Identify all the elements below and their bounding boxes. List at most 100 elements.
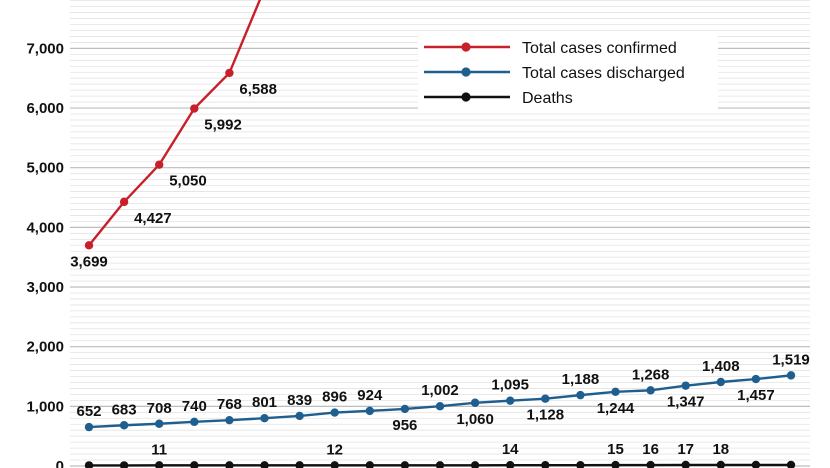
data-point-total-cases-discharged [576,390,585,400]
data-point-total-cases-discharged [190,417,199,427]
data-point-total-cases-discharged [119,421,129,430]
data-label-total-cases-discharged: 1,060 [456,411,494,428]
y-tick-label: 6,000 [26,100,64,117]
data-point-total-cases-discharged [470,398,480,407]
data-point-total-cases-discharged [751,374,761,384]
data-label-deaths: 17 [677,441,694,458]
data-point-total-cases-confirmed [225,68,234,78]
data-point-total-cases-discharged [155,419,164,428]
data-point-deaths [330,461,339,468]
data-label-total-cases-discharged: 652 [76,403,101,420]
data-label-total-cases-confirmed: 4,427 [134,210,172,227]
y-tick-label: 3,000 [26,279,64,296]
data-label-total-cases-discharged: 839 [287,392,312,409]
data-point-deaths [470,461,480,468]
data-label-total-cases-discharged: 896 [322,389,347,406]
data-point-deaths [646,460,655,468]
data-point-deaths [611,460,620,468]
data-label-total-cases-confirmed: 6,588 [239,81,277,98]
data-label-total-cases-discharged: 1,128 [527,407,565,424]
y-tick-label: 7,000 [26,40,64,57]
y-tick-label: 2,000 [26,339,64,356]
data-label-total-cases-discharged: 1,268 [632,366,670,383]
data-point-deaths [576,460,585,468]
data-point-deaths [400,461,410,468]
legend-entry-label: Deaths [522,90,573,107]
data-label-total-cases-confirmed: 5,992 [204,117,242,134]
y-tick-label: 5,000 [26,160,64,177]
data-point-deaths [716,460,725,468]
data-point-total-cases-confirmed [84,241,94,250]
data-labels: 3,699 4,427 5,050 5,992 6,588 652 683 708 740 768… [70,81,810,458]
data-label-total-cases-discharged: 1,519 [772,351,810,368]
data-label-total-cases-discharged: 708 [147,400,172,417]
data-point-deaths [260,461,269,468]
legend-swatch-marker [461,92,471,102]
data-label-total-cases-discharged: 956 [392,417,417,434]
data-point-total-cases-discharged [225,415,234,425]
data-point-deaths [190,461,199,468]
data-label-deaths: 12 [326,441,343,458]
data-point-total-cases-discharged [786,371,796,380]
data-point-total-cases-discharged [506,396,515,405]
series-line-total-cases-confirmed [88,0,262,247]
data-point-total-cases-discharged [84,422,94,432]
data-point-deaths [295,461,304,468]
legend-entry-label: Total cases confirmed [522,40,677,57]
y-axis: 0 1,000 2,000 3,000 4,000 5,000 6,000 7,000 [26,40,64,468]
data-point-total-cases-discharged [541,394,550,403]
data-label-total-cases-confirmed: 5,050 [169,173,207,190]
data-point-deaths [365,461,374,468]
data-label-deaths: 11 [151,441,167,458]
data-point-deaths [506,460,515,468]
data-label-total-cases-confirmed: 3,699 [70,253,108,270]
data-point-deaths [751,460,761,468]
data-point-total-cases-discharged [400,404,410,414]
y-tick-label: 0 [56,458,64,468]
data-point-total-cases-discharged [611,387,620,396]
data-label-total-cases-discharged: 1,095 [491,377,529,394]
data-point-deaths [119,461,129,468]
data-label-deaths: 16 [642,441,659,458]
data-point-deaths [225,461,234,468]
data-label-total-cases-discharged: 1,244 [597,400,635,417]
series-points [84,68,796,468]
legend-swatch-marker [461,67,471,77]
data-point-total-cases-discharged [646,386,655,395]
y-tick-label: 1,000 [26,398,64,415]
data-point-deaths [155,461,164,468]
data-point-deaths [681,460,690,468]
data-label-total-cases-discharged: 1,347 [667,394,705,411]
data-label-total-cases-discharged: 1,457 [737,387,775,404]
data-point-deaths [84,461,94,468]
data-point-total-cases-confirmed [190,104,199,113]
data-point-total-cases-discharged [365,406,374,416]
data-label-deaths: 15 [607,441,624,458]
data-label-total-cases-discharged: 740 [182,398,207,415]
data-point-deaths [435,461,445,468]
data-label-deaths: 18 [712,441,729,458]
data-label-total-cases-discharged: 1,002 [421,382,459,399]
data-point-total-cases-discharged [330,408,339,417]
data-point-deaths [786,460,796,468]
data-label-total-cases-discharged: 1,188 [562,371,600,388]
data-label-total-cases-discharged: 1,408 [702,358,740,375]
data-point-total-cases-confirmed [119,197,129,207]
legend-entry-label: Total cases discharged [522,65,685,82]
data-point-total-cases-discharged [681,381,690,390]
legend: Total cases confirmed Total cases dischar… [418,34,718,110]
data-label-total-cases-discharged: 768 [217,396,242,413]
data-label-total-cases-discharged: 801 [252,394,277,411]
data-point-deaths [541,460,550,468]
data-point-total-cases-confirmed [155,160,164,169]
data-point-total-cases-discharged [260,414,269,423]
data-label-deaths: 14 [502,441,519,458]
data-label-total-cases-discharged: 924 [357,387,383,404]
y-tick-label: 4,000 [26,219,64,236]
data-point-total-cases-discharged [435,402,445,411]
legend-swatch-marker [461,42,471,52]
data-label-total-cases-discharged: 683 [112,401,137,418]
data-point-total-cases-discharged [295,411,304,421]
data-point-total-cases-discharged [716,377,725,387]
